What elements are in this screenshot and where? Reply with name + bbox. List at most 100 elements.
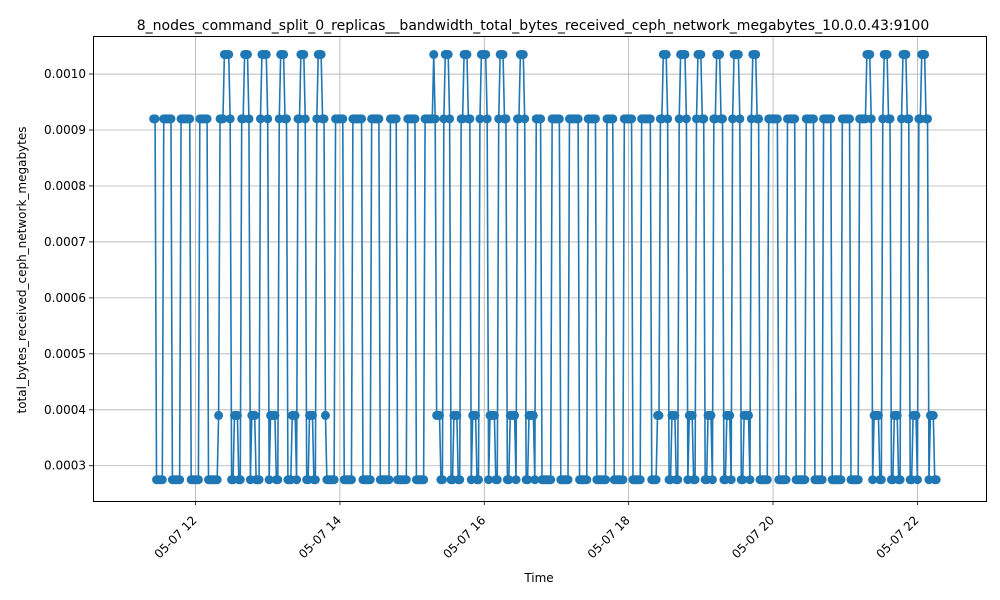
data-point bbox=[601, 475, 611, 485]
data-point bbox=[202, 114, 212, 124]
data-point bbox=[901, 49, 911, 59]
data-point bbox=[608, 114, 618, 124]
data-point bbox=[437, 475, 447, 485]
data-point bbox=[465, 114, 475, 124]
data-point bbox=[715, 49, 725, 59]
data-point bbox=[892, 410, 902, 420]
data-point bbox=[250, 410, 260, 420]
y-tick-label: 0.0010 bbox=[44, 67, 86, 81]
data-point bbox=[157, 475, 167, 485]
data-point bbox=[530, 475, 540, 485]
data-point bbox=[911, 410, 921, 420]
data-point bbox=[429, 49, 439, 59]
data-point bbox=[261, 49, 271, 59]
data-point bbox=[264, 475, 274, 485]
data-point bbox=[310, 475, 320, 485]
data-point bbox=[772, 114, 782, 124]
data-point bbox=[885, 114, 895, 124]
data-point bbox=[845, 114, 855, 124]
data-point bbox=[865, 49, 875, 59]
y-tick-label: 0.0009 bbox=[44, 123, 86, 137]
y-tick-label: 0.0004 bbox=[44, 403, 86, 417]
data-point bbox=[357, 114, 367, 124]
data-point bbox=[279, 49, 289, 59]
y-tick-label: 0.0003 bbox=[44, 459, 86, 473]
data-point bbox=[554, 114, 564, 124]
data-point bbox=[520, 114, 530, 124]
data-point bbox=[212, 475, 222, 485]
data-point bbox=[590, 114, 600, 124]
data-point bbox=[853, 475, 863, 485]
data-point bbox=[235, 475, 245, 485]
data-point bbox=[462, 49, 472, 59]
data-point bbox=[651, 475, 661, 485]
data-point bbox=[733, 49, 743, 59]
data-point bbox=[931, 475, 941, 485]
data-point bbox=[523, 475, 533, 485]
data-point bbox=[329, 475, 339, 485]
data-point bbox=[225, 114, 235, 124]
data-point bbox=[690, 475, 700, 485]
data-point bbox=[573, 114, 583, 124]
data-point bbox=[224, 49, 234, 59]
data-point bbox=[263, 114, 273, 124]
data-point bbox=[920, 49, 930, 59]
data-point bbox=[481, 49, 491, 59]
data-point bbox=[410, 114, 420, 124]
data-point bbox=[751, 49, 761, 59]
data-point bbox=[419, 475, 429, 485]
data-point bbox=[726, 475, 736, 485]
data-point bbox=[175, 475, 185, 485]
data-series bbox=[149, 49, 941, 485]
data-point bbox=[781, 475, 791, 485]
data-point bbox=[518, 49, 528, 59]
y-tick-label: 0.0008 bbox=[44, 179, 86, 193]
data-point bbox=[808, 114, 818, 124]
data-point bbox=[232, 410, 242, 420]
data-point bbox=[735, 114, 745, 124]
data-point bbox=[292, 475, 302, 485]
data-point bbox=[501, 114, 511, 124]
data-point bbox=[254, 475, 264, 485]
data-point bbox=[384, 475, 394, 485]
y-tick-label: 0.0006 bbox=[44, 291, 86, 305]
data-point bbox=[365, 475, 375, 485]
data-point bbox=[699, 114, 709, 124]
data-point bbox=[738, 475, 748, 485]
data-point bbox=[836, 475, 846, 485]
data-point bbox=[307, 410, 317, 420]
data-point bbox=[474, 475, 483, 485]
data-point bbox=[670, 410, 680, 420]
data-point bbox=[255, 114, 265, 124]
data-point bbox=[582, 475, 592, 485]
data-point bbox=[244, 114, 254, 124]
y-tick-label: 0.0007 bbox=[44, 235, 86, 249]
data-point bbox=[563, 475, 573, 485]
data-point bbox=[320, 410, 330, 420]
data-point bbox=[316, 49, 326, 59]
data-point bbox=[218, 114, 228, 124]
data-point bbox=[928, 410, 938, 420]
data-point bbox=[762, 475, 772, 485]
data-point bbox=[882, 49, 892, 59]
data-point bbox=[673, 475, 683, 485]
data-point bbox=[687, 410, 697, 420]
data-point bbox=[401, 475, 411, 485]
data-point bbox=[826, 114, 836, 124]
data-point bbox=[528, 410, 538, 420]
data-point bbox=[482, 114, 492, 124]
data-point bbox=[300, 114, 310, 124]
data-point bbox=[618, 475, 628, 485]
y-axis-label: total_bytes_received_ceph_network_megaby… bbox=[15, 126, 29, 413]
data-point bbox=[873, 410, 883, 420]
chart-title: 8_nodes_command_split_0_replicas__bandwi… bbox=[137, 18, 929, 34]
data-point bbox=[745, 475, 755, 485]
data-point bbox=[504, 475, 514, 485]
data-point bbox=[635, 475, 645, 485]
data-point bbox=[346, 475, 356, 485]
data-point bbox=[895, 475, 905, 485]
data-point bbox=[484, 475, 494, 485]
data-point bbox=[876, 475, 886, 485]
data-point bbox=[817, 475, 827, 485]
